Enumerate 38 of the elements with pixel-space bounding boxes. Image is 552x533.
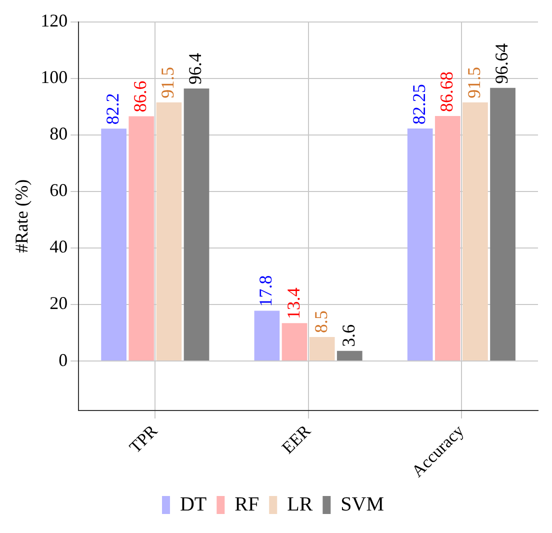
y-tick-label: 100	[40, 67, 68, 88]
data-label: 91.5	[464, 66, 484, 98]
y-tick-label: 80	[50, 124, 68, 144]
data-label: 91.5	[158, 66, 178, 98]
data-label: 8.5	[310, 310, 331, 334]
bar	[462, 102, 488, 361]
data-label: 17.8	[256, 275, 276, 307]
data-label: 82.2	[102, 93, 123, 125]
legend-label: LR	[287, 493, 314, 516]
y-tick-label: 40	[50, 236, 68, 257]
bar	[254, 310, 280, 361]
data-label: 96.64	[492, 43, 512, 84]
y-tick-label: 0	[58, 350, 68, 370]
bar	[101, 128, 126, 361]
legend-label: RF	[234, 493, 260, 516]
bar	[407, 128, 433, 361]
bar	[156, 102, 182, 361]
bar	[434, 116, 460, 361]
data-label: 96.4	[185, 53, 206, 85]
data-label: 86.6	[130, 80, 150, 112]
data-label: 13.4	[283, 288, 304, 320]
data-label: 3.6	[338, 324, 358, 347]
bar	[184, 88, 210, 361]
legend-label: DT	[180, 493, 207, 516]
bar	[282, 323, 308, 361]
x-tick-label: TPR	[126, 420, 162, 457]
bar	[490, 88, 516, 361]
y-tick-label: 20	[50, 293, 68, 314]
x-tick-label: EER	[278, 420, 315, 458]
data-label: 82.25	[408, 84, 429, 125]
y-axis-title: #Rate (%)	[12, 179, 32, 253]
legend-label: SVM	[340, 493, 384, 516]
bar	[336, 350, 362, 361]
bar	[309, 337, 335, 361]
data-label: 86.68	[436, 72, 456, 112]
y-tick-label: 60	[50, 180, 68, 200]
bar	[128, 116, 154, 361]
y-tick-label: 120	[40, 10, 68, 31]
